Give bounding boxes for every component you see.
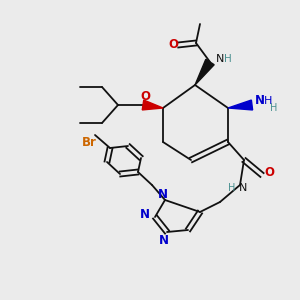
Text: H: H [228, 183, 236, 193]
Text: N: N [140, 208, 150, 221]
Text: H: H [224, 54, 232, 64]
Polygon shape [195, 59, 214, 85]
Text: O: O [140, 89, 150, 103]
Text: H: H [270, 103, 278, 113]
Text: Br: Br [82, 136, 96, 148]
Text: N: N [255, 94, 265, 107]
Text: N: N [158, 188, 168, 200]
Polygon shape [228, 100, 253, 110]
Text: N: N [159, 233, 169, 247]
Text: N: N [239, 183, 247, 193]
Text: O: O [264, 167, 274, 179]
Text: N: N [216, 54, 224, 64]
Text: O: O [168, 38, 178, 52]
Text: H: H [264, 96, 272, 106]
Polygon shape [142, 100, 163, 110]
